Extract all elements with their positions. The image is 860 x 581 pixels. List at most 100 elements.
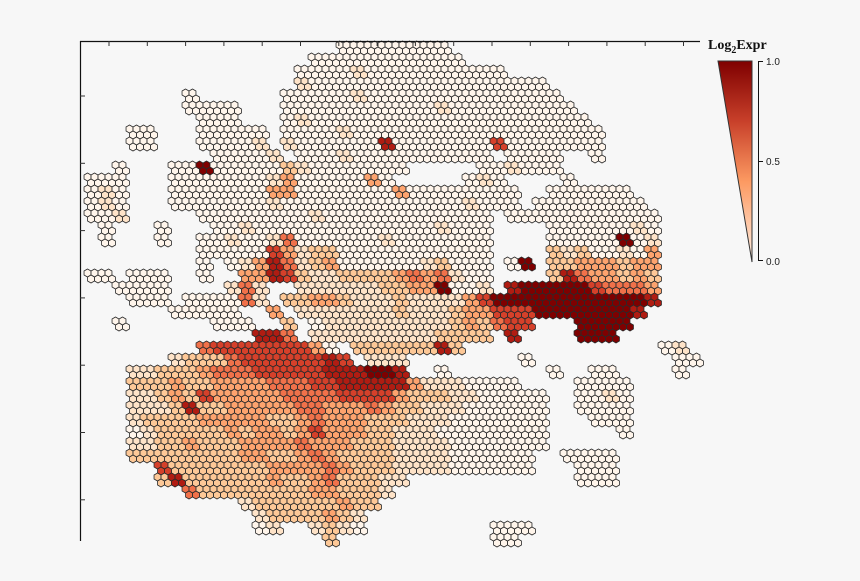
hexbin-cell xyxy=(269,310,277,320)
hexbin-cell xyxy=(535,166,543,176)
hexbin-cell xyxy=(402,166,410,176)
hexbin-cell xyxy=(591,418,599,428)
hexbin-cell xyxy=(528,466,536,476)
hexbin-cell xyxy=(535,214,543,224)
hexbin-cell xyxy=(143,298,151,308)
hexbin-cell xyxy=(465,466,473,476)
hexbin-cell xyxy=(549,370,557,380)
hexbin-cell xyxy=(157,298,165,308)
hexbin-cell xyxy=(521,526,529,536)
hexbin-cell xyxy=(521,166,529,176)
hexbin-cell xyxy=(129,142,137,152)
hexbin-cell xyxy=(325,538,333,548)
hexbin-cell xyxy=(612,478,620,488)
hexbin-cell xyxy=(409,346,417,356)
colorbar-title-main: Log xyxy=(708,38,732,53)
hexbin-cell xyxy=(605,478,613,488)
hexbin-cell xyxy=(122,322,130,332)
hexbin-cell xyxy=(626,430,634,440)
hexbin-cell xyxy=(619,322,627,332)
hexbin-cell xyxy=(241,322,249,332)
hexbin-cell xyxy=(479,466,487,476)
hexbin-cell xyxy=(157,478,165,488)
hexbin-cell xyxy=(150,142,158,152)
hexbin-cell xyxy=(577,478,585,488)
hexbin-cell xyxy=(689,358,697,368)
hexbin-cell xyxy=(227,262,235,272)
hexbin-cell xyxy=(647,298,655,308)
hexbin-cell xyxy=(143,454,151,464)
hexbin-cell xyxy=(101,238,109,248)
hexbin-cell xyxy=(507,262,515,272)
hexbin-cell xyxy=(129,298,137,308)
hexbin-cell xyxy=(675,370,683,380)
hexbin-cell xyxy=(521,214,529,224)
colorbar-tick-label: 0.0 xyxy=(766,257,780,268)
hexbin-cell xyxy=(423,154,431,164)
hexbin-cell xyxy=(521,466,529,476)
hexbin-cell xyxy=(465,154,473,164)
colorbar: 1.0 0.5 0.0 xyxy=(717,57,780,268)
hexbin-cell xyxy=(479,334,487,344)
hexbin-cell xyxy=(283,298,291,308)
hexbin-cell xyxy=(528,358,536,368)
hexbin-cell xyxy=(108,238,116,248)
hexbin-cell xyxy=(591,154,599,164)
hexbin-cell xyxy=(549,166,557,176)
hexbin-cell xyxy=(255,526,263,536)
hexbin-cell xyxy=(213,250,221,260)
hexbin-cell xyxy=(115,322,123,332)
hexbin-cell xyxy=(395,478,403,488)
hexbin-cell xyxy=(276,526,284,536)
hexbin-cell xyxy=(339,526,347,536)
hexbin-cell xyxy=(297,310,305,320)
hexbin-cell xyxy=(493,322,501,332)
hexbin-cell xyxy=(493,466,501,476)
hexbin-cell xyxy=(255,298,263,308)
hexbin-cell xyxy=(612,334,620,344)
hexbin-cell xyxy=(199,142,207,152)
hexbin-cell xyxy=(507,166,515,176)
hexbin-cell xyxy=(199,274,207,284)
hexbin-cell xyxy=(297,514,305,524)
hexbin-cell xyxy=(185,202,193,212)
hexbin-cell xyxy=(437,466,445,476)
hexbin-cell xyxy=(451,154,459,164)
hexbin-cells xyxy=(83,40,704,548)
hexbin-cell xyxy=(402,478,410,488)
hexbin-cell xyxy=(122,214,130,224)
hexbin-cell xyxy=(87,274,95,284)
hexbin-cell xyxy=(458,346,466,356)
hexbin-cell xyxy=(353,526,361,536)
hexbin-cell xyxy=(185,310,193,320)
colorbar-title-tail: Expr xyxy=(736,38,767,53)
hexbin-cell xyxy=(696,358,704,368)
hexbin-cell xyxy=(514,538,522,548)
hexbin-cell xyxy=(199,490,207,500)
hexbin-cell xyxy=(227,322,235,332)
hexbin-cell xyxy=(283,514,291,524)
hexbin-cell xyxy=(556,370,564,380)
hexbin-cell xyxy=(332,538,340,548)
hexbin-cell xyxy=(605,334,613,344)
hexbin-cell xyxy=(423,466,431,476)
hexbin-cell xyxy=(269,274,277,284)
hexbin-cell xyxy=(185,490,193,500)
hexbin-cell xyxy=(157,238,165,248)
hexbin-cell xyxy=(199,310,207,320)
hexbin-cell xyxy=(437,154,445,164)
hexbin-cell xyxy=(206,274,214,284)
hexbin-cell xyxy=(577,142,585,152)
hexbin-cell xyxy=(451,466,459,476)
hexbin-cell xyxy=(549,310,557,320)
hexbin-cell xyxy=(171,478,179,488)
hexbin-cell xyxy=(528,526,536,536)
hexbin-cell xyxy=(521,262,529,272)
hexbin-cell xyxy=(486,334,494,344)
hexbin-cell xyxy=(451,346,459,356)
hexbin-cell xyxy=(185,106,193,116)
hexbin-cell xyxy=(388,490,396,500)
hexbin-cell xyxy=(283,142,291,152)
hexbin-cell xyxy=(311,526,319,536)
